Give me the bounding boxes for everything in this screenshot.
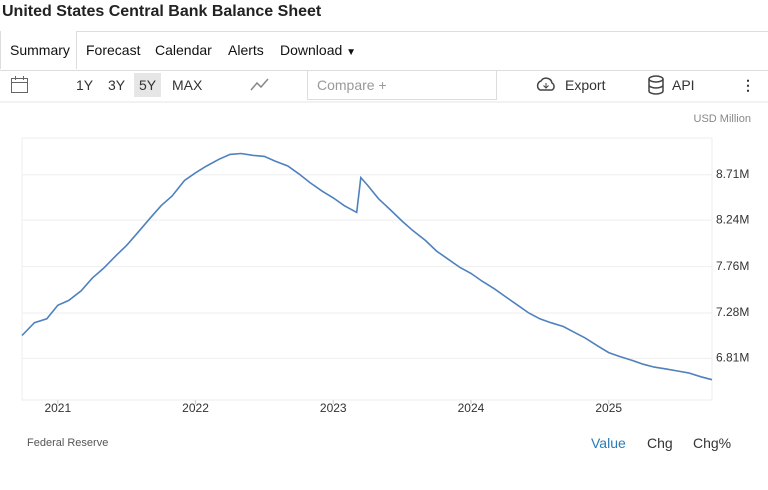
range-button[interactable]: MAX: [172, 77, 203, 93]
footer-tab[interactable]: Chg: [647, 435, 673, 451]
calendar-icon[interactable]: [10, 75, 30, 95]
source-label: Federal Reserve: [27, 437, 108, 449]
tab[interactable]: Alerts: [228, 42, 264, 58]
range-button[interactable]: 3Y: [108, 77, 126, 93]
footer-tab[interactable]: Value: [591, 435, 626, 451]
dropdown-caret: ▼: [346, 47, 357, 58]
tab[interactable]: Download ▼: [280, 42, 356, 58]
plot-frame: [21, 137, 713, 401]
tab[interactable]: Calendar: [155, 42, 212, 58]
compare-placeholder: Compare +: [317, 77, 387, 93]
range-button[interactable]: 5Y: [134, 73, 162, 97]
y-tick-label: 7.28M: [716, 305, 749, 319]
x-tick-label: 2025: [595, 401, 622, 415]
x-tick-label: 2023: [320, 401, 347, 415]
tab[interactable]: Forecast: [86, 42, 141, 58]
range-button[interactable]: 1Y: [76, 77, 94, 93]
tab-label: Download: [280, 42, 343, 58]
tab[interactable]: Summary: [0, 31, 77, 69]
x-tick-label: 2021: [44, 401, 71, 415]
y-tick-label: 8.71M: [716, 167, 749, 181]
export-icon: [536, 77, 555, 91]
more-menu[interactable]: ⋮: [741, 77, 755, 93]
x-tick-label: 2024: [458, 401, 485, 415]
api-icon: [648, 75, 664, 95]
unit-label: USD Million: [694, 113, 751, 125]
export-button[interactable]: Export: [565, 77, 606, 93]
y-tick-label: 7.76M: [716, 259, 749, 273]
tab-label: Summary: [10, 42, 70, 58]
compare-input[interactable]: Compare +: [307, 70, 497, 100]
footer-tab[interactable]: Chg%: [693, 435, 732, 451]
chart-type-icon[interactable]: [250, 77, 270, 93]
data-line: [21, 152, 713, 381]
page-title: United States Central Bank Balance Sheet: [2, 3, 322, 20]
y-tick-label: 8.24M: [716, 212, 749, 226]
y-tick-label: 6.81M: [716, 351, 749, 365]
api-button[interactable]: API: [672, 77, 695, 93]
x-tick-label: 2022: [182, 401, 209, 415]
